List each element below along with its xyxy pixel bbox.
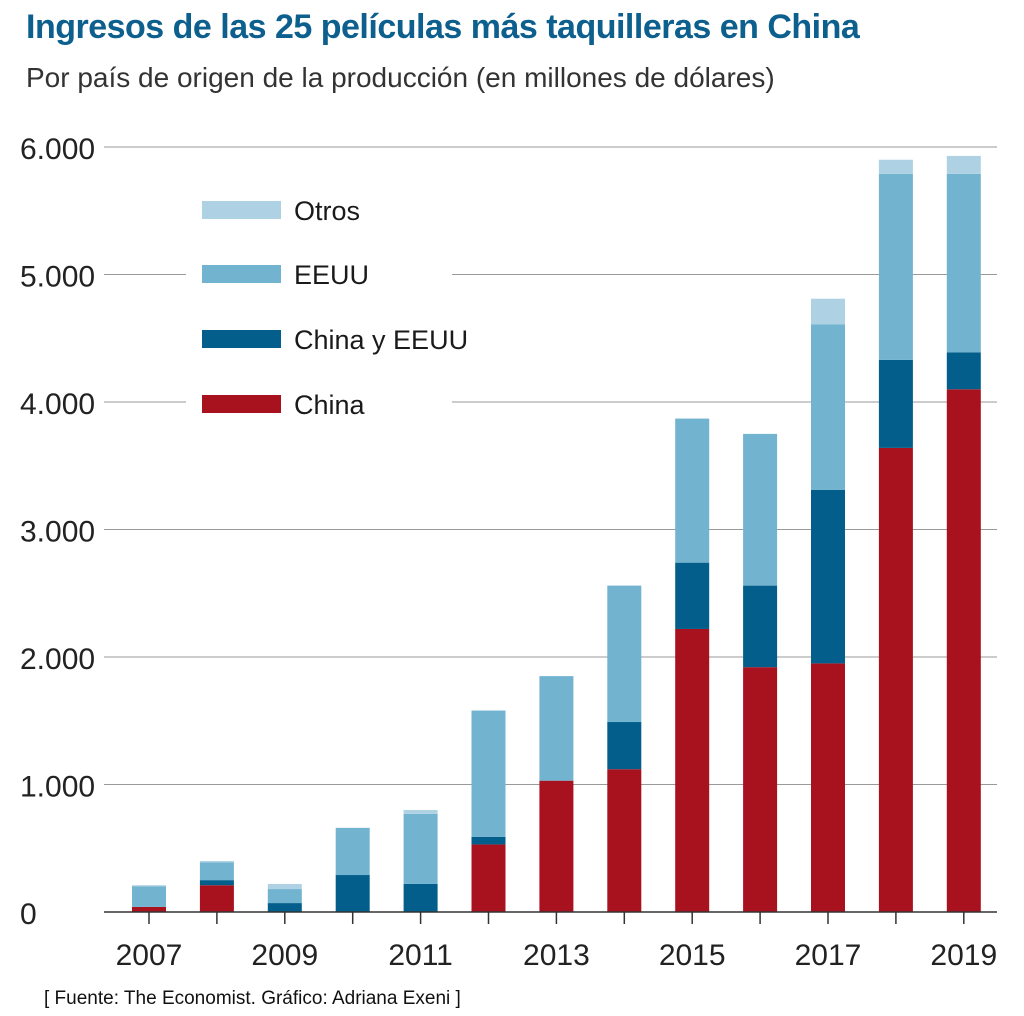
bar-segment: [675, 418, 710, 563]
bar-segment: [607, 585, 642, 723]
y-tick-label: 5.000: [20, 261, 95, 294]
x-tick-label: 2013: [523, 939, 590, 972]
bar-segment: [539, 780, 574, 912]
bar-segment: [403, 810, 438, 814]
bar-segment: [267, 889, 302, 904]
bar-segment: [878, 447, 913, 912]
chart-subtitle: Por país de origen de la producción (en …: [26, 62, 775, 93]
x-tick-label: 2009: [251, 939, 318, 972]
legend-swatch: [202, 395, 281, 413]
bar-segment: [811, 298, 845, 325]
y-tick-label: 4.000: [20, 388, 95, 421]
bar-segment: [267, 903, 302, 912]
legend-box: [186, 178, 452, 436]
bar-segment: [946, 173, 981, 353]
bar-segment: [675, 628, 710, 912]
bar-segment: [878, 159, 913, 174]
y-tick-label: 3.000: [20, 516, 95, 549]
y-tick-label: 1.000: [20, 771, 95, 804]
bar-segment: [471, 710, 506, 837]
x-tick-label: 2017: [795, 939, 862, 972]
bar-segment: [743, 585, 778, 668]
bar-segment: [743, 667, 778, 912]
bar-segment: [811, 663, 845, 912]
bar-segment: [607, 722, 642, 770]
bar-segment: [878, 173, 913, 360]
bar-segment: [607, 769, 642, 912]
bar-segment: [811, 489, 845, 664]
bar-segment: [132, 906, 166, 912]
x-tick-label: 2015: [659, 939, 726, 972]
bar-segment: [539, 676, 574, 781]
y-tick-label: 2.000: [20, 643, 95, 676]
bar-segment: [471, 836, 506, 845]
x-tick-label: 2007: [116, 939, 183, 972]
bar-segment: [132, 885, 166, 887]
bar-segment: [335, 827, 370, 876]
bar-segment: [403, 813, 438, 884]
bar-segment: [132, 886, 166, 907]
y-tick-label: 6.000: [20, 133, 95, 166]
x-tick-label: 2019: [930, 939, 997, 972]
chart-title: Ingresos de las 25 películas más taquill…: [26, 8, 860, 46]
legend-label: China: [294, 390, 366, 420]
bar-segment: [811, 324, 845, 490]
legend-label: EEUU: [294, 260, 369, 290]
bar-segment: [199, 862, 234, 881]
bar-segment: [946, 155, 981, 174]
legend-swatch: [202, 201, 281, 219]
bar-segment: [199, 880, 234, 886]
legend-label: Otros: [294, 196, 360, 226]
bar-segment: [878, 359, 913, 448]
bar-segment: [199, 885, 234, 912]
bar-segment: [471, 844, 506, 912]
legend-swatch: [202, 265, 281, 283]
bar-segment: [403, 883, 438, 912]
x-tick-label: 2011: [388, 939, 453, 972]
legend-label: China y EEUU: [294, 325, 468, 355]
bar-segment: [267, 883, 302, 890]
y-tick-label: 0: [20, 898, 37, 931]
source-credit: [ Fuente: The Economist. Gráfico: Adrian…: [44, 988, 461, 1009]
bar-segment: [199, 861, 234, 863]
bar-segment: [675, 562, 710, 629]
bar-segment: [946, 352, 981, 390]
bar-segment: [335, 875, 370, 912]
bar-segment: [743, 433, 778, 586]
legend-swatch: [202, 330, 281, 348]
bar-segment: [946, 389, 981, 912]
